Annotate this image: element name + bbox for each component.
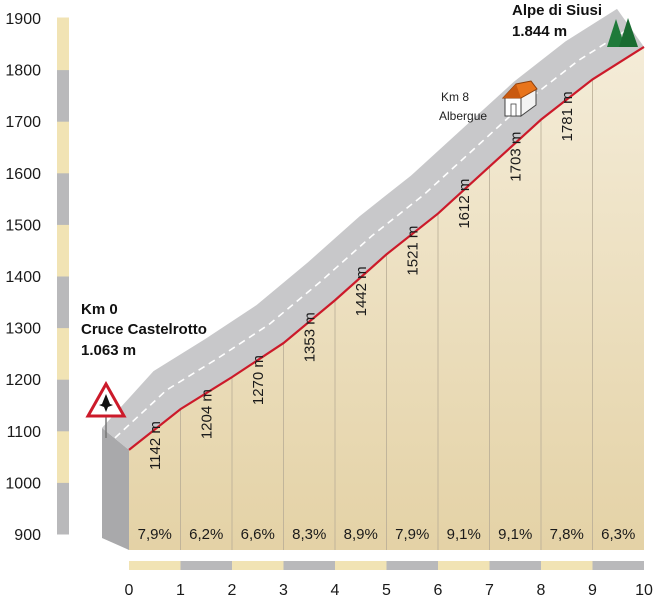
gradient-label: 6,2%	[189, 526, 223, 543]
gradient-label: 7,8%	[550, 526, 584, 543]
y-scale-segment	[57, 327, 69, 380]
gradient-label: 8,3%	[292, 526, 326, 543]
gradient-label: 7,9%	[138, 526, 172, 543]
waypoint-km-label: Km 8	[441, 90, 469, 104]
x-scale-segment	[180, 561, 232, 570]
y-tick-label: 1900	[5, 11, 41, 28]
y-scale-segment	[57, 223, 69, 277]
x-scale-segment	[232, 561, 284, 570]
elevation-label: 1612 m	[456, 179, 473, 229]
y-scale-segment	[57, 430, 69, 483]
house-icon	[501, 80, 538, 117]
x-tick-label: 9	[588, 582, 597, 599]
y-tick-label: 1300	[5, 321, 41, 338]
x-tick-label: 6	[434, 582, 443, 599]
x-tick-label: 2	[228, 582, 237, 599]
gradient-label: 6,3%	[601, 526, 635, 543]
gradient-label: 6,6%	[241, 526, 275, 543]
start-name-label: Cruce Castelrotto	[81, 321, 207, 338]
warning-sign-icon	[85, 380, 127, 438]
x-scale-segment	[489, 561, 541, 570]
y-tick-label: 1600	[5, 166, 41, 183]
profile-side-face	[102, 427, 129, 550]
elevation-profile-line	[128, 45, 645, 451]
gradient-labels: 7,9% 6,2% 6,6% 8,3% 8,9% 7,9% 9,1% 9,1% 7,8% 6,3%	[138, 526, 636, 543]
x-tick-label: 7	[485, 582, 494, 599]
y-scale-segment	[57, 120, 69, 174]
x-tick-label: 8	[537, 582, 546, 599]
x-scale-segment	[592, 561, 644, 570]
finish-name-label: Alpe di Siusi	[512, 2, 602, 19]
y-tick-label: 1000	[5, 475, 41, 492]
elevation-label: 1703 m	[507, 132, 524, 182]
y-scale-segment	[57, 275, 69, 329]
elevation-label: 1270 m	[250, 355, 267, 405]
x-tick-label: 1	[176, 582, 185, 599]
y-tick-label: 1400	[5, 269, 41, 286]
road-center-dash	[114, 27, 631, 439]
x-axis-scale-bar	[129, 561, 644, 570]
y-scale-segment	[57, 17, 69, 71]
x-tick-label: 10	[635, 582, 653, 599]
elevation-label: 1204 m	[198, 389, 215, 439]
elevation-label: 1353 m	[301, 312, 318, 362]
y-scale-segment	[57, 69, 69, 122]
elevation-label: 1142 m	[147, 421, 164, 470]
x-scale-segment	[438, 561, 490, 570]
y-axis-tick-labels: 900 1000 1100 1200 1300 1400 1500 1600 1700 1800 1…	[5, 11, 41, 544]
y-tick-label: 900	[14, 527, 41, 544]
y-tick-label: 1700	[5, 114, 41, 131]
road-band	[102, 8, 644, 450]
km-gridlines	[180, 79, 593, 550]
waypoint-name-label: Albergue	[439, 109, 487, 123]
elevation-label: 1781 m	[559, 91, 576, 141]
y-tick-label: 1200	[5, 372, 41, 389]
gradient-label: 9,1%	[447, 526, 481, 543]
y-tick-label: 1100	[7, 424, 42, 441]
start-km-label: Km 0	[81, 301, 118, 318]
y-scale-segment	[57, 481, 69, 535]
finish-altitude-label: 1.844 m	[512, 23, 567, 40]
gradient-label: 7,9%	[395, 526, 429, 543]
x-tick-label: 4	[331, 582, 340, 599]
x-scale-segment	[386, 561, 438, 570]
start-altitude-label: 1.063 m	[81, 342, 136, 359]
y-scale-segment	[57, 172, 69, 225]
x-tick-label: 3	[279, 582, 288, 599]
elevation-labels: 1142 m 1204 m 1270 m 1353 m 1442 m 1521 m 1612…	[147, 91, 576, 470]
x-tick-label: 5	[382, 582, 391, 599]
y-tick-label: 1800	[5, 63, 41, 80]
gradient-label: 8,9%	[344, 526, 378, 543]
x-tick-label: 0	[125, 582, 134, 599]
x-scale-segment	[129, 561, 181, 570]
elevation-label: 1442 m	[353, 266, 370, 316]
x-scale-segment	[283, 561, 335, 570]
x-scale-segment	[335, 561, 387, 570]
gradient-label: 9,1%	[498, 526, 532, 543]
y-tick-label: 1500	[5, 217, 41, 234]
y-axis-scale-bar	[57, 17, 69, 535]
x-axis-tick-labels: 0 1 2 3 4 5 6 7 8 9 10	[125, 582, 653, 599]
tree-icon	[607, 18, 638, 47]
x-scale-segment	[541, 561, 593, 570]
elevation-label: 1521 m	[404, 226, 421, 276]
y-scale-segment	[57, 378, 69, 432]
